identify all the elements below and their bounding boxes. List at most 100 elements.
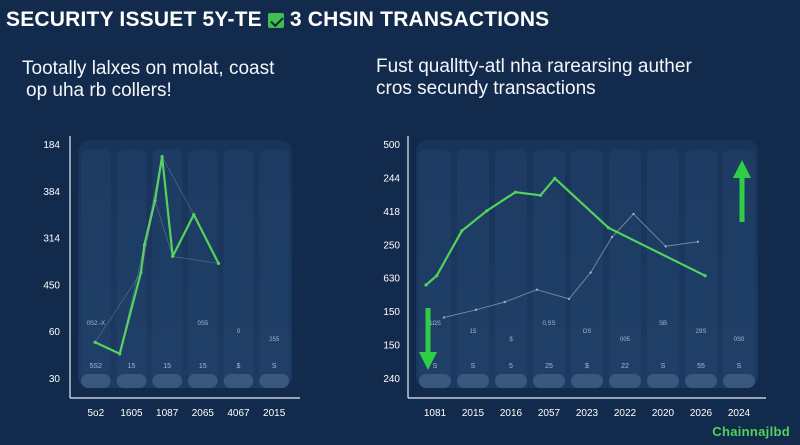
chart-1-point [538,193,543,197]
chart-1-bar-value: 0S0 [734,337,745,343]
chart-0-web-line [172,256,219,264]
chart-0-bar-label: $ [237,363,241,370]
chart-1-point [606,226,611,230]
title-text-part1: SECURITY ISSUET 5Y-TE [6,8,262,31]
chart-1-series-secondary [443,213,698,318]
chart-1-bar [533,150,565,384]
chart-1-y-tick: 418 [383,207,400,218]
chart-0-bar-value: 0 [237,329,241,335]
chart-1-y-tick: 500 [383,140,400,151]
chart-1-x-tick: 2026 [690,408,713,419]
chart-0-bar-label: 15 [128,363,136,370]
chart-0-web-line [119,244,145,354]
chart-0-point [160,155,164,159]
chart-0-x-tick: 1087 [156,408,179,419]
chart-1-point [610,235,614,239]
chart-0-bar [81,150,111,384]
chart-1-x-tick: 2020 [652,408,675,419]
chart-1-bar-label: 22 [621,363,629,370]
chart-1-bar [457,150,489,384]
chart-0-x-tick: 1605 [120,408,143,419]
chart-0-y-tick: 30 [49,374,61,385]
chart-0-y-tick: 384 [43,187,60,198]
chart-1-point [553,176,557,180]
chart-1-point [460,229,464,233]
chart-0-bar [116,150,147,384]
chart-0-bar-value: 255 [269,337,280,343]
chart-0-web-line [140,200,156,273]
chart-1-y-tick: 150 [383,341,400,352]
chart-1-point [703,274,707,278]
chart-1-point [513,190,518,194]
chart-0-y-tick: 314 [43,234,60,245]
chart-0-bar-label: 5S2 [90,363,103,370]
chart-0-web-line [161,156,195,215]
chart-0-bar-base [259,374,289,388]
chart-1-y-tick: 150 [383,307,400,318]
chart-1-bar-base [723,374,755,388]
page-title: SECURITY ISSUET 5Y-TE 3 CHSIN TRANSACTIO… [6,8,549,32]
chart-1-point [474,308,478,311]
chart-1-bar [647,150,679,384]
chart-1-x-tick: 2023 [576,408,599,419]
chart-1-bar [723,150,755,384]
chart-0-bar-base [152,374,182,388]
down-arrow-icon [419,352,437,370]
chart-0-y-tick: 450 [43,280,60,291]
chart-1-point [664,245,667,248]
chart-1-y-tick: 250 [383,240,400,251]
chart-0-point [93,340,97,344]
chart-1-bar-base [647,374,679,388]
chart-1-y-tick: 244 [383,173,400,184]
chart-0-bar-base [81,374,111,388]
left-chart-subtitle: op uha rb collers! [26,80,172,101]
chart-1-y-tick: 630 [383,274,400,285]
chart-1-bar-label: S [471,363,476,370]
chart-1-bar-value: $ [509,337,513,343]
chart-1-point [442,316,445,319]
chart-1-point [589,271,592,274]
chart-1-bar-label: 5 [509,363,513,370]
chart-0-point [192,213,196,217]
chart-0-bar-value: 0S2.-X [87,321,105,327]
chart-0-bar [223,150,254,384]
chart-1-bar-value: 15 [470,329,477,335]
chart-0-panel [78,140,292,388]
chart-1-bar-value: 0,SS [542,321,555,327]
chart-1-bar [495,150,527,384]
up-arrow-icon [733,160,751,178]
chart-0-point [153,199,157,203]
chart-1-bar-base [457,374,489,388]
chart-1-bar-base [495,374,527,388]
chart-0-bar-label: 15 [163,363,171,370]
chart-1-point [632,212,635,215]
chart-1-point [696,240,700,243]
chart-1-bar-base [609,374,641,388]
chart-0-point [142,243,147,247]
chart-1-bar-base [571,374,603,388]
right-chart-title: Fust qualltty-atl nha rarearsing auther [376,56,692,77]
chart-1-point [503,300,506,304]
chart-1-x-tick: 2016 [500,408,523,419]
chart-1-bar-value: 005 [620,337,631,343]
right-chart-subtitle: cros secundy transactions [376,78,596,99]
chart-1-bar [685,150,717,384]
right-chart-heading: Fust qualltty-atl nha rarearsing auther … [376,56,692,100]
chart-0-y-tick: 184 [43,140,60,151]
chart-1-bar-value: 1ΩS [429,321,441,327]
chart-1-bar-label: S [661,363,666,370]
chart-0-bar-label: 15 [199,363,207,370]
chart-1-point [435,274,439,278]
chart-1-bar-value: 29S [696,329,707,335]
chart-1-bar-value: SB [659,321,667,327]
chart-0-x-tick: 2015 [263,408,286,419]
chart-0-x-tick: 4067 [227,408,250,419]
chart-1-x-tick: 2022 [614,408,637,419]
chart-1-bar [419,150,451,384]
chart-1-bar-label: 25 [545,363,553,370]
chart-1-y-tick: 240 [383,374,400,385]
chart-1-bar-label: 55 [697,363,705,370]
title-text-part2: 3 CHSIN TRANSACTIONS [289,8,550,31]
chart-1-point [535,288,539,291]
chart-1-bar-label: S [737,363,742,370]
